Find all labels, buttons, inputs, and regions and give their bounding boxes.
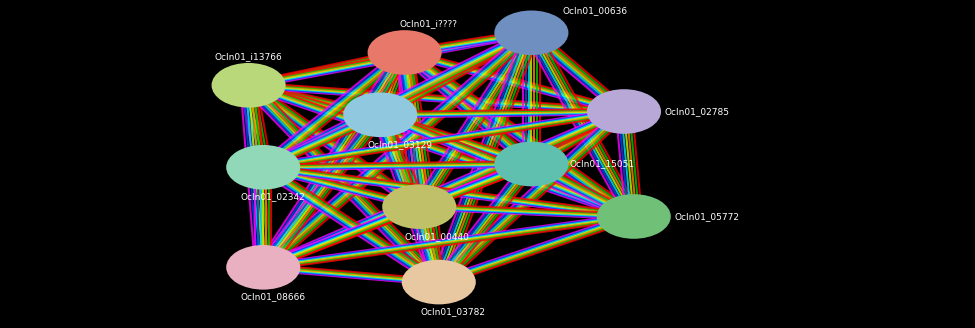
Text: Ocln01_i13766: Ocln01_i13766 (214, 52, 283, 61)
Ellipse shape (382, 184, 456, 229)
Ellipse shape (402, 260, 476, 304)
Text: Ocln01_00636: Ocln01_00636 (563, 6, 627, 15)
Ellipse shape (343, 92, 417, 137)
Ellipse shape (494, 10, 568, 55)
Ellipse shape (587, 89, 661, 134)
Text: Ocln01_02785: Ocln01_02785 (665, 107, 729, 116)
Text: Ocln01_05772: Ocln01_05772 (675, 212, 739, 221)
Text: Ocln01_15051: Ocln01_15051 (569, 159, 634, 169)
Ellipse shape (212, 63, 286, 108)
Text: Ocln01_03782: Ocln01_03782 (421, 307, 486, 316)
Ellipse shape (226, 145, 300, 190)
Text: Ocln01_i????: Ocln01_i???? (400, 19, 458, 28)
Text: Ocln01_02342: Ocln01_02342 (241, 192, 305, 201)
Text: Ocln01_00440: Ocln01_00440 (405, 232, 469, 241)
Ellipse shape (368, 30, 442, 75)
Ellipse shape (226, 245, 300, 290)
Ellipse shape (494, 142, 568, 186)
Text: Ocln01_03129: Ocln01_03129 (368, 140, 432, 149)
Text: Ocln01_08666: Ocln01_08666 (241, 292, 305, 301)
Ellipse shape (597, 194, 671, 239)
